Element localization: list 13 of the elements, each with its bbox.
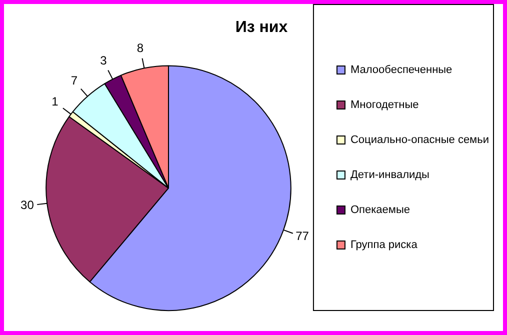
legend-label: Многодетные [350, 99, 419, 112]
data-label: 3 [100, 54, 108, 68]
data-label: 7 [70, 74, 78, 88]
data-label: 77 [296, 229, 310, 244]
legend-label: Опекаемые [350, 204, 410, 216]
legend-label: Дети-инвалиды [350, 169, 430, 182]
legend-label: Малообеспеченные [350, 64, 452, 76]
data-label: 30 [20, 198, 34, 212]
legend-label: Группа риска [350, 239, 418, 252]
data-label: 1 [52, 94, 59, 108]
data-label: 8 [136, 40, 144, 55]
legend-label: Социально-опасные семьи [350, 134, 489, 146]
text: Из них [235, 19, 288, 36]
